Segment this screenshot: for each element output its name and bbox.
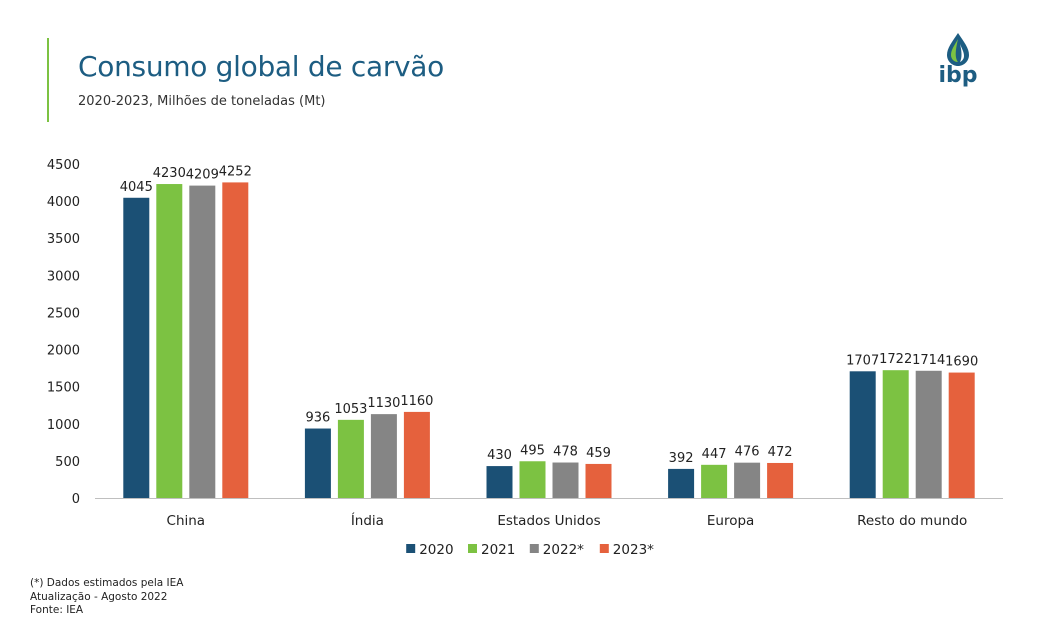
bar bbox=[486, 466, 513, 498]
x-axis: China Índia Estados Unidos Europa Resto do m… bbox=[95, 498, 1003, 529]
data-label: 936 bbox=[305, 411, 330, 426]
y-tick-label: 4500 bbox=[47, 158, 80, 173]
legend-label: 2022* bbox=[543, 542, 584, 558]
data-label: 447 bbox=[702, 447, 727, 462]
bar bbox=[304, 428, 331, 498]
logo-text: ibp bbox=[938, 63, 978, 88]
data-label: 1714 bbox=[912, 353, 945, 368]
category-label: Resto do mundo bbox=[857, 513, 967, 529]
data-label: 4209 bbox=[186, 168, 219, 183]
data-label: 478 bbox=[553, 445, 578, 460]
y-tick-label: 2500 bbox=[47, 306, 80, 321]
legend-swatch bbox=[406, 544, 416, 553]
category-label: Europa bbox=[707, 513, 754, 529]
footnote-source: Fonte: IEA bbox=[30, 604, 84, 616]
page-subtitle: 2020-2023, Milhões de toneladas (Mt) bbox=[78, 94, 326, 109]
legend: 2020 2021 2022* 2023* bbox=[406, 542, 654, 558]
data-label: 1707 bbox=[846, 353, 879, 368]
bar bbox=[403, 411, 430, 498]
title-accent-bar bbox=[47, 38, 49, 122]
y-axis: 0 500 1000 1500 2000 2500 3000 3500 4000 4500 bbox=[47, 158, 80, 507]
y-tick-label: 4000 bbox=[47, 195, 80, 210]
y-tick-label: 1000 bbox=[47, 418, 80, 433]
bar bbox=[189, 185, 216, 498]
bar bbox=[734, 462, 761, 498]
bar bbox=[849, 371, 876, 498]
data-label: 459 bbox=[586, 446, 611, 461]
bar bbox=[552, 462, 579, 498]
y-tick-label: 500 bbox=[55, 455, 80, 470]
data-label: 1160 bbox=[400, 394, 433, 409]
category-label: Estados Unidos bbox=[497, 513, 600, 529]
legend-swatch bbox=[529, 544, 539, 553]
legend-label: 2023* bbox=[613, 542, 654, 558]
drop-icon bbox=[947, 33, 969, 66]
bar bbox=[948, 372, 975, 498]
legend-swatch bbox=[468, 544, 477, 553]
bar bbox=[882, 370, 909, 498]
bar bbox=[915, 370, 942, 498]
y-tick-label: 3500 bbox=[47, 232, 80, 247]
bar bbox=[519, 461, 546, 498]
data-label: 495 bbox=[520, 443, 545, 458]
y-tick-label: 2000 bbox=[47, 344, 80, 359]
data-label: 4230 bbox=[153, 166, 186, 181]
data-label: 1722 bbox=[879, 352, 912, 367]
bar bbox=[123, 197, 150, 498]
data-label: 392 bbox=[669, 451, 694, 466]
footnote-estimate: (*) Dados estimados pela IEA bbox=[30, 577, 184, 589]
bar bbox=[701, 464, 728, 498]
data-label: 1690 bbox=[945, 355, 978, 370]
data-label: 1130 bbox=[367, 396, 400, 411]
page-title: Consumo global de carvão bbox=[78, 50, 444, 83]
legend-label: 2021 bbox=[481, 542, 515, 558]
y-tick-label: 1500 bbox=[47, 381, 80, 396]
y-tick-label: 0 bbox=[72, 492, 80, 507]
data-label: 1053 bbox=[334, 402, 367, 417]
category-label: China bbox=[167, 513, 206, 529]
footnotes: (*) Dados estimados pela IEA Atualização… bbox=[30, 577, 183, 618]
ibp-logo: ibp bbox=[930, 30, 986, 94]
bar bbox=[156, 184, 183, 499]
data-label: 4045 bbox=[120, 180, 153, 195]
bar bbox=[585, 463, 612, 498]
data-label: 4252 bbox=[219, 164, 252, 179]
data-label: 476 bbox=[735, 445, 760, 460]
data-label: 430 bbox=[487, 448, 512, 463]
category-label: Índia bbox=[351, 512, 384, 529]
bar bbox=[337, 419, 364, 498]
y-tick-label: 3000 bbox=[47, 269, 80, 284]
data-label: 472 bbox=[768, 445, 793, 460]
bar bbox=[767, 462, 794, 498]
legend-label: 2020 bbox=[419, 542, 453, 558]
bar bbox=[370, 414, 397, 498]
footnote-update: Atualização - Agosto 2022 bbox=[30, 590, 168, 603]
bar bbox=[222, 182, 249, 498]
bar bbox=[668, 468, 695, 498]
legend-swatch bbox=[599, 544, 609, 553]
